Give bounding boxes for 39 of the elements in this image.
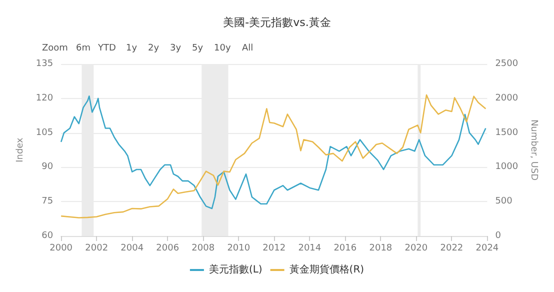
x-tick-label: 2010 <box>227 244 250 254</box>
text: 2y <box>148 44 160 54</box>
x-tick-label: 2016 <box>334 244 357 254</box>
y2-tick-label: 1000 <box>495 162 518 172</box>
x-tick-label: 2014 <box>298 244 322 254</box>
text: 1y <box>126 44 138 54</box>
y-tick-label: 60 <box>42 231 54 241</box>
y-tick-label: 75 <box>42 196 54 207</box>
y2-tick-label: 2000 <box>495 93 518 104</box>
y-tick-label: 105 <box>36 128 54 138</box>
x-tick-label: 2008 <box>192 244 215 254</box>
x-tick-label: 2024 <box>476 244 499 254</box>
y2-tick-label: 1500 <box>495 128 518 138</box>
y-tick-label: 135 <box>36 59 54 69</box>
y-axis-title: Index <box>16 136 26 162</box>
text: Zoom <box>42 44 68 54</box>
y2-tick-label: 0 <box>495 231 502 241</box>
text: YTD <box>97 44 116 54</box>
x-tick-label: 2004 <box>120 244 144 254</box>
x-tick-label: 2018 <box>369 244 392 254</box>
chart-title: 美國-美元指數vs.黃金 <box>223 16 331 29</box>
x-tick-label: 2002 <box>85 244 108 254</box>
legend-label: 黃金期貨價格(R) <box>289 264 364 276</box>
text: 6m <box>76 44 90 54</box>
text: 10y <box>214 44 232 54</box>
x-tick-label: 2020 <box>404 244 428 254</box>
x-tick-label: 2000 <box>50 244 73 254</box>
legend-label: 美元指數(L) <box>208 264 262 276</box>
y2-axis-title: Number, USD <box>528 119 538 181</box>
x-tick-label: 2012 <box>262 244 286 254</box>
x-tick-label: 2006 <box>156 244 180 254</box>
x-tick-label: 2022 <box>440 244 464 254</box>
y-tick-label: 120 <box>36 93 54 104</box>
y2-tick-label: 500 <box>495 196 513 207</box>
text: 3y <box>170 44 182 54</box>
text: 5y <box>192 44 204 54</box>
text: All <box>242 44 254 54</box>
y2-tick-label: 2500 <box>495 59 518 69</box>
y-tick-label: 90 <box>42 162 54 172</box>
